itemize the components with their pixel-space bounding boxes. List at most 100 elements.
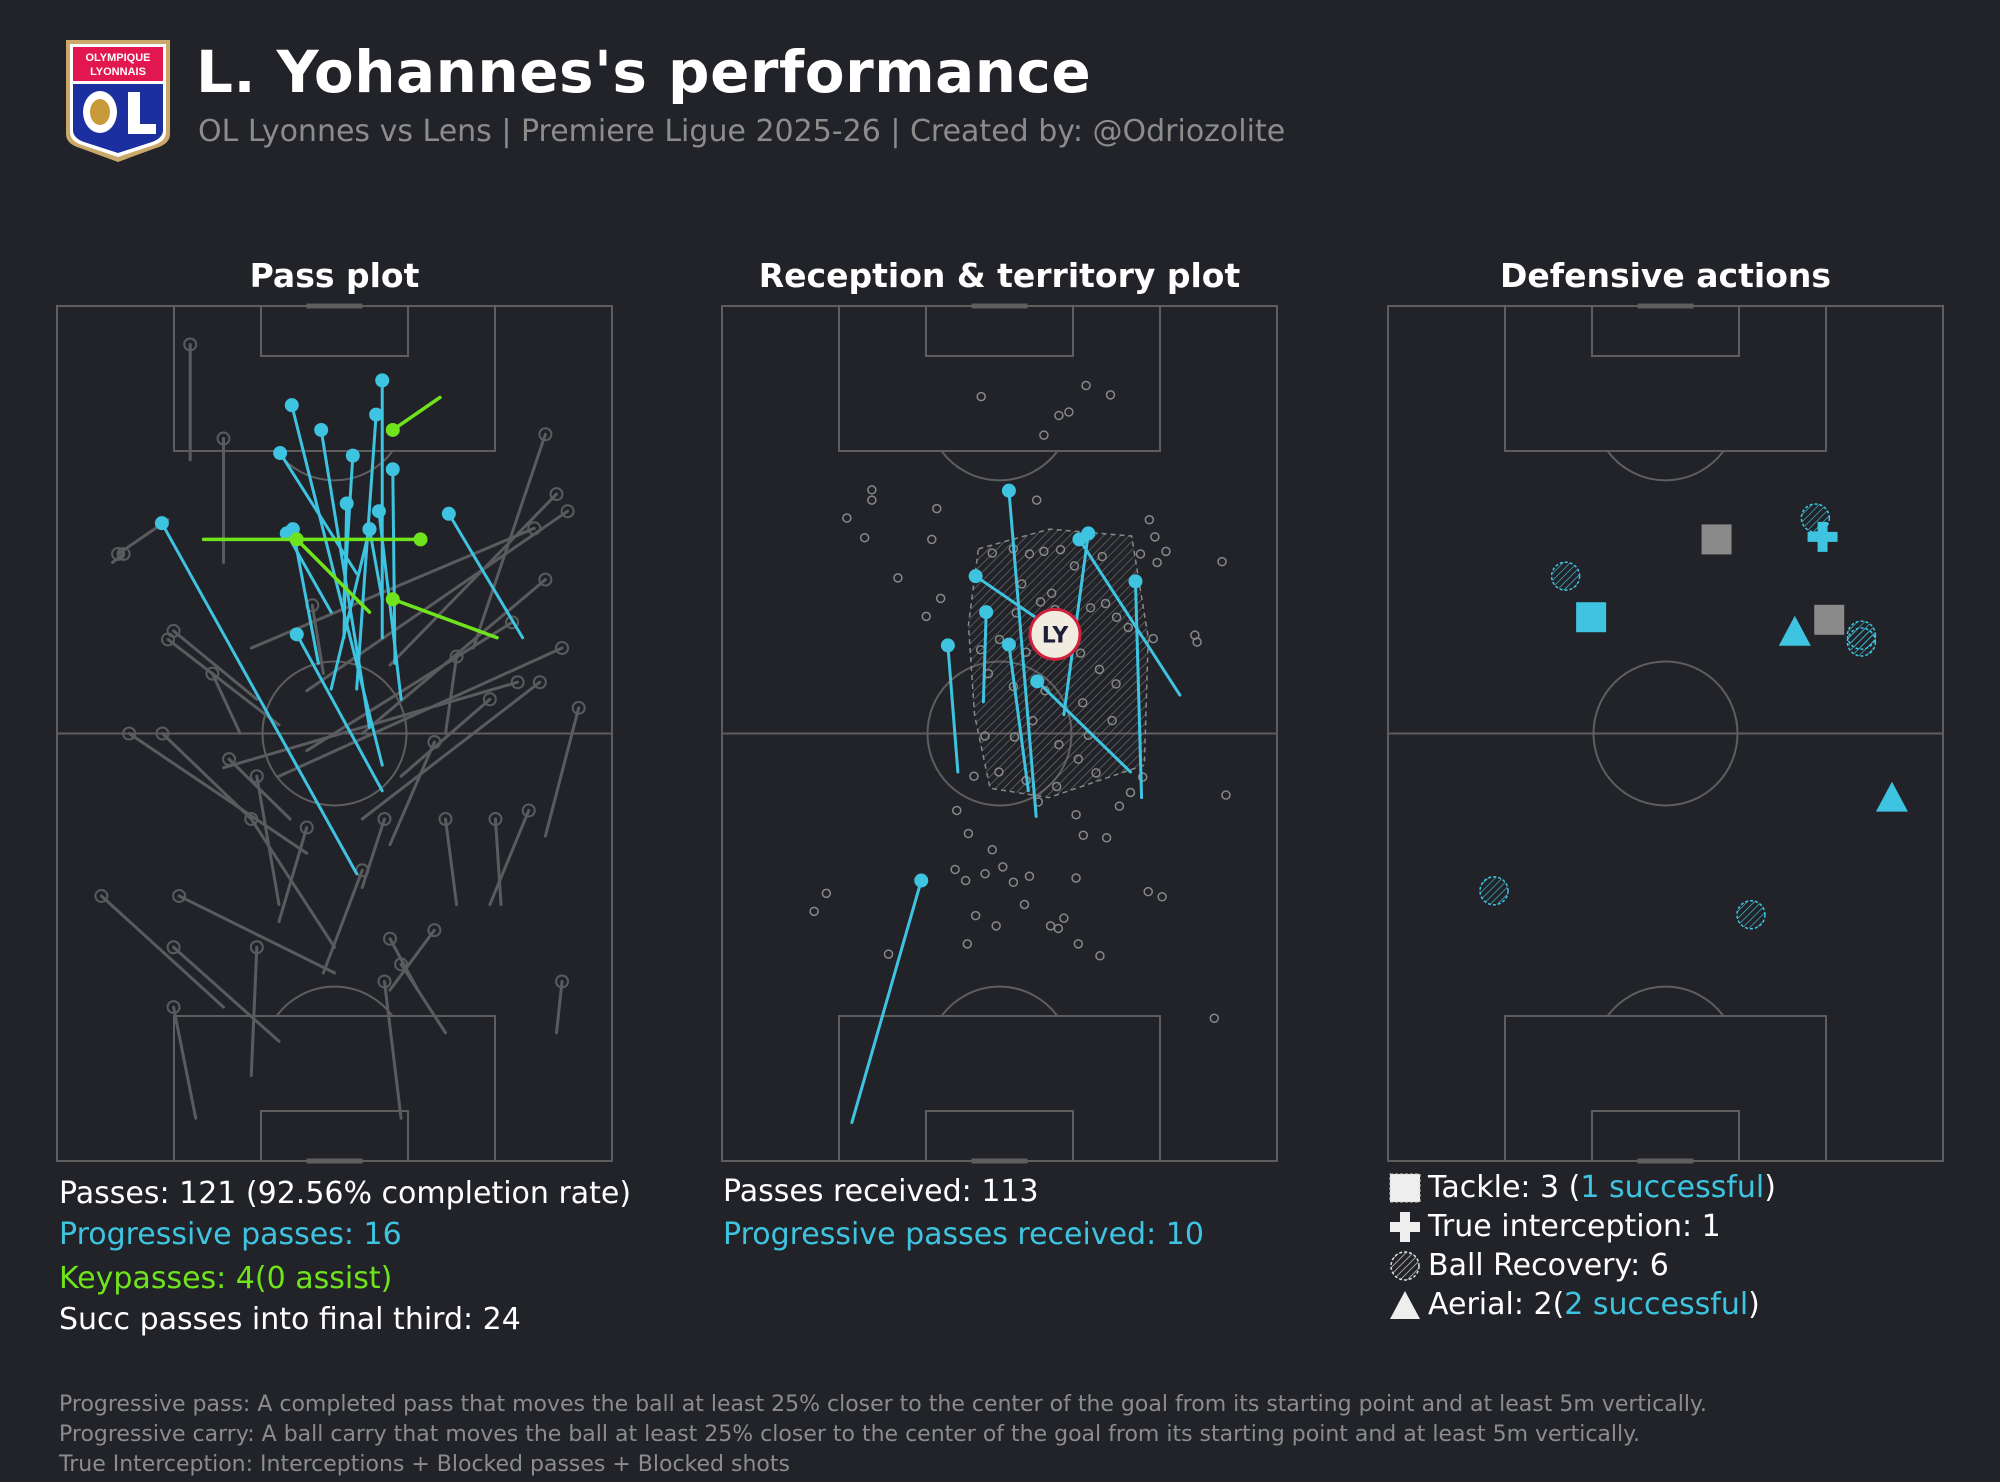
reception-point <box>1221 790 1231 800</box>
tackle-marker <box>1701 524 1732 555</box>
reception-point <box>962 939 973 949</box>
other-pass-line <box>444 655 459 735</box>
progressive-pass-end-point <box>375 373 390 388</box>
average-position-marker <box>1028 607 1082 661</box>
reception-point <box>1053 923 1064 934</box>
other-pass-line <box>543 706 581 838</box>
key-pass-end-point <box>385 422 400 437</box>
passes-received-stat: Passes received: 113 <box>723 1174 1039 1209</box>
other-pass-end-point <box>377 974 392 989</box>
other-pass-line <box>488 808 531 906</box>
defensive-actions-title: Defensive actions <box>1499 256 1832 295</box>
other-pass-line <box>305 509 570 693</box>
reception-point <box>994 634 1005 645</box>
progressive-received-end-point <box>1001 637 1016 652</box>
reception-point <box>1144 515 1155 525</box>
other-pass-line <box>360 680 542 821</box>
reception-point <box>950 864 960 875</box>
pass-plot-title: Pass plot <box>249 256 420 295</box>
other-pass-end-point <box>166 1000 181 1015</box>
progressive-pass-end-point <box>314 422 329 437</box>
reception-point <box>1100 598 1111 609</box>
reception-point <box>1059 913 1069 923</box>
reception-point <box>1217 556 1227 567</box>
keypasses-stat: Keypasses: 4(0 assist) <box>59 1261 393 1296</box>
other-pass-end-point <box>111 546 126 561</box>
reception-point <box>1019 899 1030 910</box>
territory-hull <box>967 528 1149 799</box>
other-pass-end-point <box>249 769 264 784</box>
bottom-six-yard-box <box>260 1110 409 1162</box>
reception-point <box>1101 833 1112 843</box>
progressive-received-line <box>1007 643 1030 793</box>
recovery-label: Ball Recovery: 6 <box>1428 1248 1669 1283</box>
progressive-pass-line <box>355 413 378 691</box>
bottom-penalty-box <box>1504 1015 1827 1162</box>
footnote-progressive-carry: Progressive carry: A ball carry that mov… <box>59 1422 1641 1447</box>
reception-point <box>980 868 990 879</box>
other-pass-line <box>227 757 292 821</box>
svg-text:OLYMPIQUE: OLYMPIQUE <box>86 52 151 64</box>
reception-point <box>987 548 998 558</box>
progressive-pass-line <box>329 527 371 691</box>
top-six-yard-box <box>925 305 1074 357</box>
reception-point <box>1111 679 1121 689</box>
reception-point <box>883 949 894 959</box>
reception-point <box>859 532 870 543</box>
other-pass-end-point <box>560 504 575 519</box>
bottom-six-yard-box <box>925 1110 1074 1162</box>
progressive-received-end-point <box>940 638 955 653</box>
other-pass-end-point <box>510 675 525 690</box>
club-logo: OLYMPIQUE LYONNAIS <box>66 40 170 162</box>
bottom-penalty-box <box>173 1015 496 1162</box>
final-third-stat: Succ passes into final third: 24 <box>59 1302 521 1337</box>
top-penalty-box <box>1504 305 1827 452</box>
reception-point <box>1123 622 1134 633</box>
progressive-pass-end-point <box>371 504 386 519</box>
tackle-marker <box>1576 602 1607 633</box>
reception-point <box>1071 873 1081 883</box>
ball-recovery-marker <box>1846 627 1877 657</box>
aerial-label: Aerial: 2( <box>1428 1287 1565 1322</box>
ball-recovery-marker <box>1800 503 1831 533</box>
other-pass-end-point <box>482 692 497 707</box>
other-pass-line <box>249 817 336 949</box>
reception-point <box>963 828 974 839</box>
other-pass-line <box>277 646 564 778</box>
reception-point <box>1051 781 1062 792</box>
reception-point <box>1150 532 1160 542</box>
other-pass-end-point <box>94 888 109 903</box>
other-pass-end-point <box>244 812 259 826</box>
reception-point <box>987 845 998 855</box>
ball-recovery-marker <box>1479 876 1509 906</box>
other-pass-end-point <box>505 615 520 630</box>
key-pass-line <box>391 597 499 640</box>
progressive-pass-line <box>447 512 525 640</box>
tackle-close: ) <box>1764 1170 1776 1205</box>
other-pass-end-point <box>166 623 181 638</box>
aerial-successful: 2 successful <box>1564 1287 1749 1322</box>
other-pass-line <box>99 894 225 1009</box>
other-pass-end-point <box>488 812 503 826</box>
interception-label: True interception: 1 <box>1428 1209 1721 1244</box>
other-pass-end-point <box>449 649 464 664</box>
other-pass-line <box>172 1005 198 1120</box>
reception-point <box>1039 430 1049 440</box>
reception-point <box>921 611 931 622</box>
reception-point <box>1114 801 1125 811</box>
reception-point <box>842 513 852 523</box>
top-penalty-arc <box>275 450 394 482</box>
cross-icon <box>1390 1211 1420 1242</box>
progressive-pass-line <box>391 467 397 665</box>
reception-point <box>932 503 942 514</box>
defensive-actions-pitch <box>1387 303 1944 1164</box>
other-pass-end-point <box>438 812 453 826</box>
progressive-pass-end-point <box>362 522 377 537</box>
legend-tackle: Tackle: 3 (1 successful) <box>1388 1170 1776 1205</box>
reception-point <box>1094 664 1105 675</box>
page-title: L. Yohannes's performance <box>196 38 1092 106</box>
legend-interception: True interception: 1 <box>1388 1209 1776 1244</box>
other-pass-line <box>388 740 436 847</box>
reception-point <box>1135 549 1146 559</box>
other-pass-line <box>177 894 336 975</box>
